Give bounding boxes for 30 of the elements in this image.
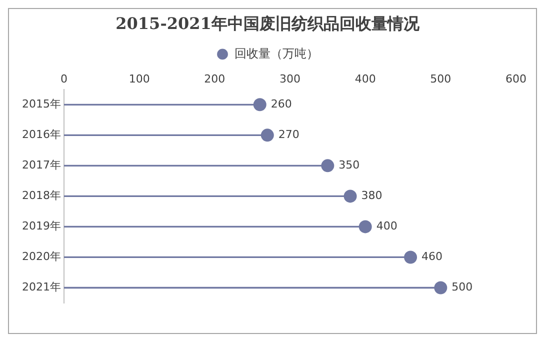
x-tick-label: 300 xyxy=(279,72,300,86)
point xyxy=(404,250,418,264)
data-label: 460 xyxy=(422,250,443,264)
x-tick-label: 600 xyxy=(506,72,526,86)
y-tick-label: 2016年 xyxy=(22,128,61,142)
point xyxy=(260,128,274,142)
y-tick-label: 2017年 xyxy=(22,158,61,172)
data-label: 260 xyxy=(270,98,292,111)
point xyxy=(321,159,334,172)
data-label: 400 xyxy=(376,220,398,233)
point xyxy=(253,98,266,112)
y-tick-label: 2015年 xyxy=(22,98,61,111)
data-label: 500 xyxy=(452,280,473,294)
x-tick-label: 0 xyxy=(60,72,68,86)
point xyxy=(344,190,357,203)
y-tick-label: 2020年 xyxy=(22,250,61,264)
data-label: 380 xyxy=(361,189,382,202)
legend-label: 回收量（万吨） xyxy=(234,46,318,60)
x-tick-label: 200 xyxy=(204,72,226,86)
y-tick-label: 2021年 xyxy=(22,280,61,294)
x-tick-label: 100 xyxy=(128,72,150,86)
x-tick-label: 500 xyxy=(430,72,452,86)
data-label: 350 xyxy=(338,158,360,172)
x-tick-label: 400 xyxy=(354,72,376,86)
point xyxy=(434,281,448,294)
chart-title: 2015-2021年中国废旧纺织品回收量情况 xyxy=(116,14,420,33)
point xyxy=(358,220,372,234)
y-tick-label: 2019年 xyxy=(22,220,61,233)
data-label: 270 xyxy=(278,128,300,142)
y-tick-label: 2018年 xyxy=(22,189,61,202)
